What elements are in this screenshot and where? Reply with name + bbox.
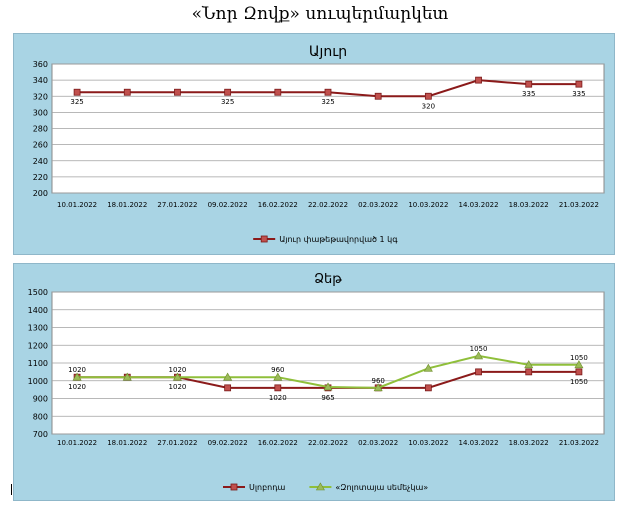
y-tick-label: 800 bbox=[33, 412, 48, 421]
data-point bbox=[525, 368, 533, 376]
data-label: 965 bbox=[321, 394, 334, 402]
data-label: 1050 bbox=[470, 345, 488, 353]
y-tick-label: 240 bbox=[33, 157, 48, 166]
y-tick-label: 340 bbox=[33, 76, 48, 85]
legend-label: «Զոլոտայա սեմեչկա» bbox=[335, 483, 428, 492]
x-tick-label: 10.03.2022 bbox=[408, 439, 448, 447]
data-point bbox=[474, 351, 484, 360]
data-label: 1020 bbox=[269, 394, 287, 402]
data-point bbox=[122, 372, 132, 381]
x-tick-label: 10.01.2022 bbox=[57, 201, 97, 209]
x-tick-label: 10.01.2022 bbox=[57, 439, 97, 447]
x-tick-label: 21.03.2022 bbox=[559, 201, 599, 209]
data-label: 320 bbox=[422, 102, 435, 110]
y-tick-label: 280 bbox=[33, 125, 48, 134]
data-point bbox=[223, 372, 233, 381]
legend-marker bbox=[315, 482, 325, 491]
data-point bbox=[174, 88, 181, 96]
x-tick-label: 10.03.2022 bbox=[408, 201, 448, 209]
data-point bbox=[524, 360, 534, 369]
data-point bbox=[424, 92, 432, 100]
data-label: 1020 bbox=[68, 383, 86, 391]
x-tick-label: 02.03.2022 bbox=[358, 439, 398, 447]
y-tick-label: 700 bbox=[33, 430, 48, 439]
data-point bbox=[575, 368, 583, 376]
data-point bbox=[273, 372, 283, 381]
data-label: 1050 bbox=[570, 354, 588, 362]
y-tick-label: 1000 bbox=[28, 377, 48, 386]
x-tick-label: 16.02.2022 bbox=[258, 439, 298, 447]
y-tick-label: 220 bbox=[33, 173, 48, 182]
y-tick-label: 360 bbox=[33, 60, 48, 69]
data-point bbox=[424, 384, 432, 392]
data-point bbox=[423, 363, 433, 372]
x-tick-label: 14.03.2022 bbox=[458, 201, 498, 209]
legend-marker bbox=[230, 483, 238, 491]
line-chart-oil: Ձեթ 700 800 900 1000 1100 1200 1300 1400 1500 10.0… bbox=[28, 272, 605, 492]
data-point bbox=[374, 92, 382, 100]
x-tick-label: 16.02.2022 bbox=[258, 201, 298, 209]
x-tick-label: 02.03.2022 bbox=[358, 201, 398, 209]
y-tick-label: 900 bbox=[33, 395, 48, 404]
x-tick-label: 09.02.2022 bbox=[208, 439, 248, 447]
data-label: 1050 bbox=[570, 378, 588, 386]
data-point bbox=[123, 88, 131, 96]
x-tick-label: 18.01.2022 bbox=[107, 439, 147, 447]
page-title: «Նոր Զովք» սուպերմարկետ bbox=[191, 4, 449, 24]
data-point bbox=[475, 76, 482, 84]
data-label: 325 bbox=[221, 98, 234, 106]
y-tick-label: 1500 bbox=[28, 288, 48, 297]
data-point bbox=[373, 383, 383, 392]
x-tick-label: 27.01.2022 bbox=[157, 201, 197, 209]
x-tick-label: 21.03.2022 bbox=[559, 439, 599, 447]
x-tick-label: 18.03.2022 bbox=[509, 439, 549, 447]
y-tick-label: 1300 bbox=[28, 324, 48, 333]
data-point bbox=[73, 88, 81, 96]
data-label: 335 bbox=[522, 90, 535, 98]
data-point bbox=[224, 384, 232, 392]
data-point bbox=[172, 372, 182, 381]
data-point bbox=[475, 368, 482, 376]
data-point bbox=[525, 80, 533, 88]
x-tick-label: 18.01.2022 bbox=[107, 201, 147, 209]
x-tick-label: 22.02.2022 bbox=[308, 439, 348, 447]
data-label: 960 bbox=[271, 366, 284, 374]
data-label: 325 bbox=[321, 98, 334, 106]
line-chart-cheese: Այուր 200 220 240 260 280 300 320 340 360 10.01.20… bbox=[33, 44, 605, 244]
data-point bbox=[574, 360, 584, 369]
y-tick-label: 320 bbox=[33, 92, 48, 101]
data-label: 1020 bbox=[169, 383, 187, 391]
y-tick-label: 1400 bbox=[28, 306, 48, 315]
y-tick-label: 260 bbox=[33, 141, 48, 150]
chart-panel-oil: Ձեթ 700 800 900 1000 1100 1200 1300 1400 1500 10.0… bbox=[13, 263, 615, 501]
data-point bbox=[323, 382, 333, 391]
data-point bbox=[224, 88, 232, 96]
legend-label: Սլոբոդա bbox=[249, 483, 286, 492]
x-tick-label: 22.02.2022 bbox=[308, 201, 348, 209]
legend-marker bbox=[260, 235, 268, 243]
x-tick-label: 27.01.2022 bbox=[157, 439, 197, 447]
chart-title: Ձեթ bbox=[314, 272, 342, 287]
y-tick-label: 200 bbox=[33, 189, 48, 198]
data-point bbox=[274, 88, 282, 96]
data-point bbox=[575, 80, 583, 88]
y-tick-label: 300 bbox=[33, 108, 48, 117]
data-label: 335 bbox=[572, 90, 585, 98]
data-label: 325 bbox=[70, 98, 83, 106]
x-tick-label: 09.02.2022 bbox=[208, 201, 248, 209]
data-point bbox=[72, 372, 82, 381]
chart-title: Այուր bbox=[309, 44, 347, 60]
data-point bbox=[324, 88, 332, 96]
data-label: 960 bbox=[371, 377, 384, 385]
data-label: 1020 bbox=[68, 366, 86, 374]
legend-label: Այուր փաթեթավորված 1 կգ bbox=[279, 235, 398, 244]
text-cursor bbox=[11, 484, 12, 495]
x-tick-label: 14.03.2022 bbox=[458, 439, 498, 447]
data-point bbox=[274, 384, 282, 392]
y-tick-label: 1200 bbox=[28, 341, 48, 350]
data-label: 1020 bbox=[169, 366, 187, 374]
chart-panel-cheese: Այուր 200 220 240 260 280 300 320 340 360 10.01.20… bbox=[13, 33, 615, 255]
x-tick-label: 18.03.2022 bbox=[509, 201, 549, 209]
y-tick-label: 1100 bbox=[28, 359, 48, 368]
